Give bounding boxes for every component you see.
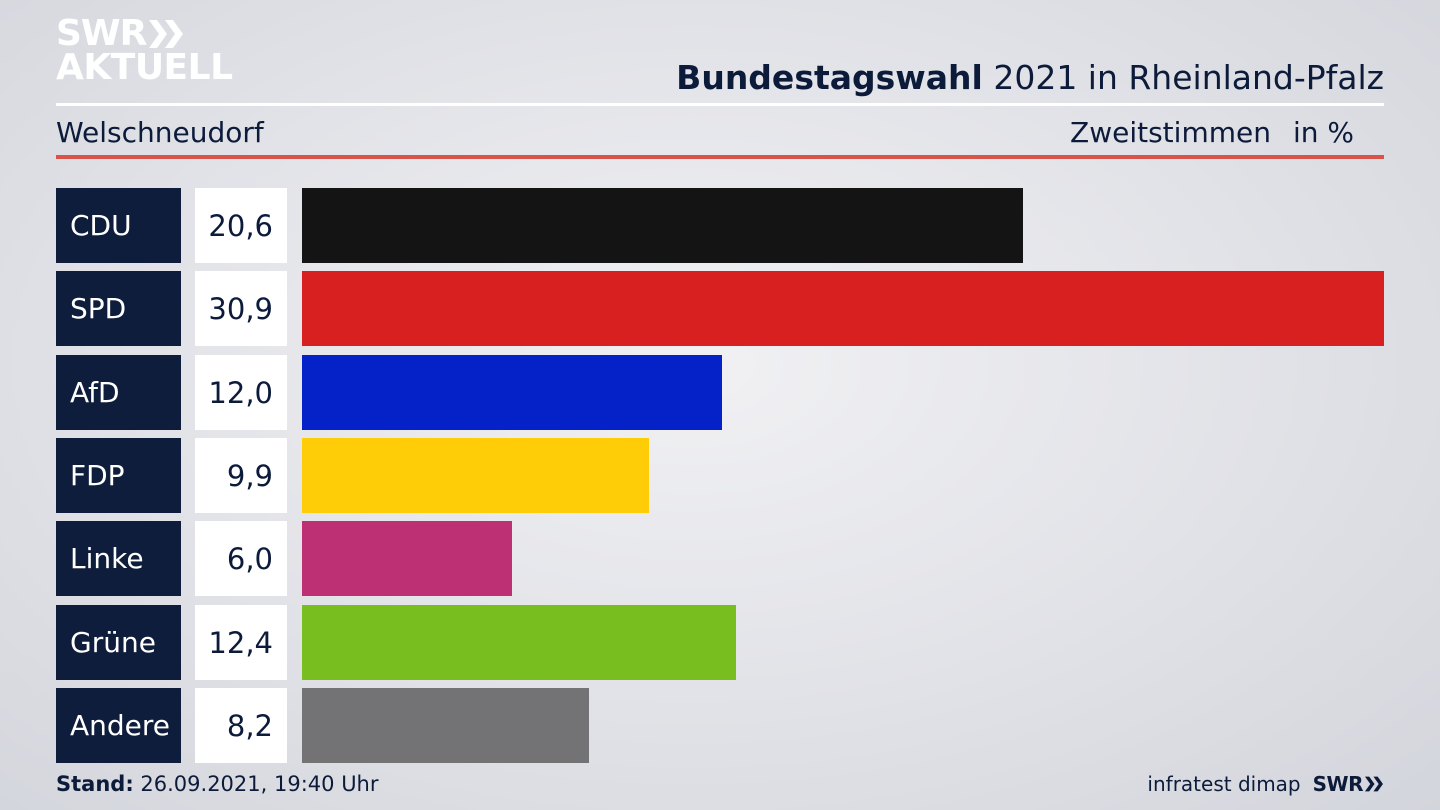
logo-aktuell-text: AKTUELL [56,47,233,88]
accent-divider [56,155,1384,159]
stand-value: 26.09.2021, 19:40 Uhr [140,772,379,796]
bar-spd [302,271,1384,346]
timestamp: Stand: 26.09.2021, 19:40 Uhr [56,772,379,796]
location-label: Welschneudorf [56,116,264,149]
value-label-andere: 8,2 [195,688,287,763]
source-text: infratest dimap [1147,772,1301,796]
value-label-cdu: 20,6 [195,188,287,263]
title-bold: Bundestagswahl [676,58,983,97]
bar-linke [302,521,512,596]
measure-label: Zweitstimmen in % [1070,116,1354,149]
logo-swr-text: SWR [56,13,147,54]
double-chevron-icon [1365,776,1383,792]
bar-fdp [302,438,649,513]
value-label-afd: 12,0 [195,355,287,430]
title-divider [56,103,1384,106]
broadcaster-text: SWR [1312,772,1364,796]
value-label-linke: 6,0 [195,521,287,596]
unit-text: in % [1292,116,1354,149]
bar-gr-ne [302,605,736,680]
party-label-cdu: CDU [56,188,181,263]
bar-cdu [302,188,1023,263]
page-title: Bundestagswahl 2021 in Rheinland-Pfalz [676,58,1384,97]
source-credit: infratest dimap SWR [1147,772,1384,796]
bar-andere [302,688,589,763]
party-label-afd: AfD [56,355,181,430]
value-label-fdp: 9,9 [195,438,287,513]
party-label-fdp: FDP [56,438,181,513]
bar-afd [302,355,722,430]
title-rest: 2021 in Rheinland-Pfalz [993,58,1384,97]
value-label-gr-ne: 12,4 [195,605,287,680]
double-chevron-icon [149,20,184,48]
swr-aktuell-logo: SWR AKTUELL [56,16,233,86]
party-label-linke: Linke [56,521,181,596]
value-label-spd: 30,9 [195,271,287,346]
party-label-spd: SPD [56,271,181,346]
party-label-andere: Andere [56,688,181,763]
measure-text: Zweitstimmen [1070,116,1271,149]
swr-small-logo: SWR [1313,772,1384,796]
stand-label: Stand: [56,772,134,796]
party-label-gr-ne: Grüne [56,605,181,680]
